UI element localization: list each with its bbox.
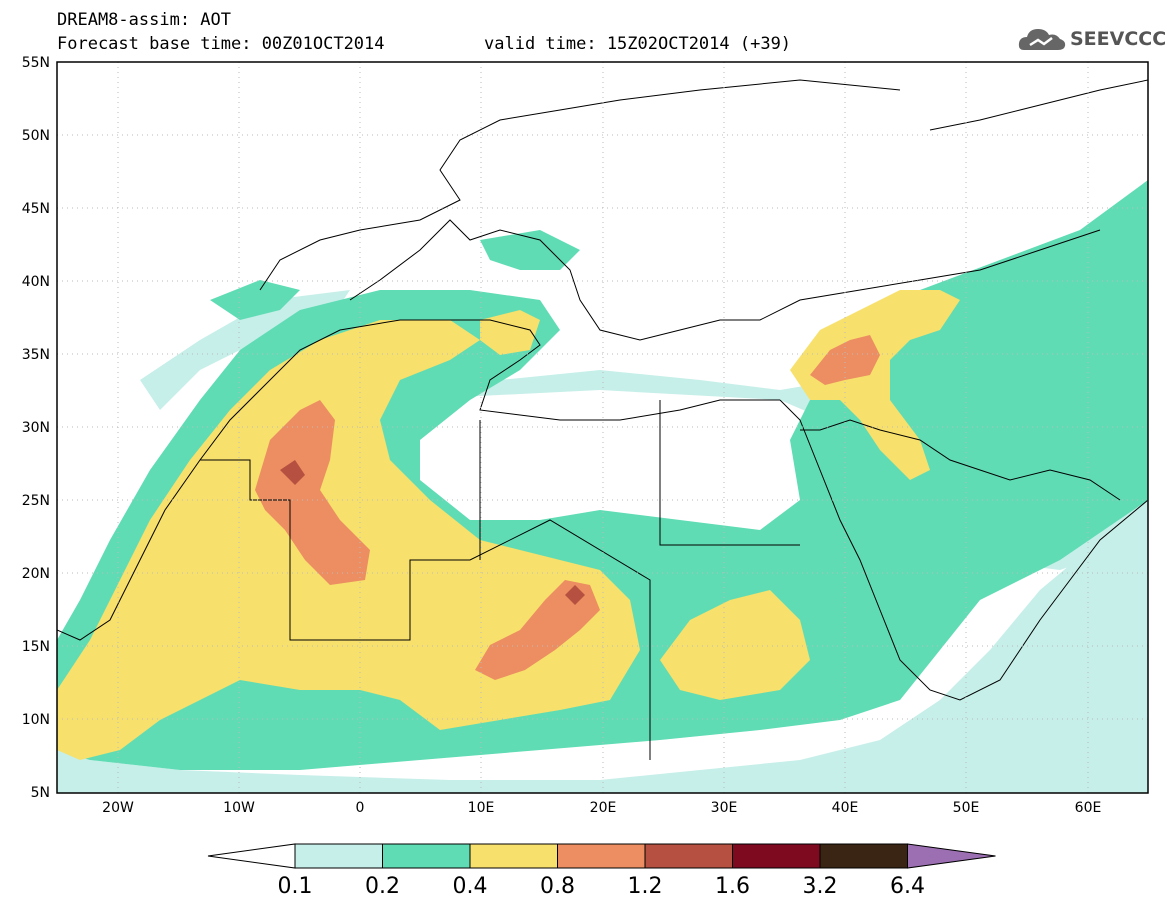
colorbar-box bbox=[469, 843, 558, 869]
colorbar-label: 1.6 bbox=[715, 874, 750, 899]
aot-band-0.8 bbox=[475, 580, 600, 680]
lat-tick: 35N bbox=[22, 347, 50, 363]
colorbar-box bbox=[819, 843, 908, 869]
colorbar-box bbox=[732, 843, 821, 869]
lon-tick: 30E bbox=[711, 800, 738, 816]
lon-tick: 20E bbox=[590, 800, 617, 816]
lat-tick: 55N bbox=[22, 55, 50, 71]
colorbar-label: 0.1 bbox=[278, 874, 313, 899]
aot-band-0.4 bbox=[790, 290, 960, 480]
aot-band-0.2 bbox=[480, 230, 580, 270]
lat-tick: 25N bbox=[22, 493, 50, 509]
aot-band-0.4 bbox=[660, 590, 810, 700]
map-frame bbox=[56, 61, 1149, 794]
lat-tick: 10N bbox=[22, 712, 50, 728]
colorbar-box bbox=[644, 843, 733, 869]
colorbar-label: 3.2 bbox=[803, 874, 838, 899]
aot-band-0.8 bbox=[255, 400, 370, 585]
lon-tick: 10W bbox=[223, 800, 255, 816]
colorbar-box bbox=[294, 843, 383, 869]
colorbar-label: 0.2 bbox=[365, 874, 400, 899]
aot-band-1.2 bbox=[280, 460, 305, 485]
colorbar-box bbox=[557, 843, 646, 869]
lat-tick: 5N bbox=[31, 785, 50, 801]
aot-band-1.2 bbox=[565, 585, 585, 605]
map-title: DREAM8-assim: AOT bbox=[57, 10, 231, 30]
gridlines bbox=[57, 62, 1148, 793]
aot-band-0.8 bbox=[810, 335, 880, 385]
lon-tick: 40E bbox=[832, 800, 859, 816]
aot-field bbox=[57, 180, 1148, 793]
lat-tick: 45N bbox=[22, 201, 50, 217]
cloud-icon bbox=[1018, 29, 1066, 50]
colorbar-label: 1.2 bbox=[628, 874, 663, 899]
lat-ticks: 55N 50N 45N 40N 35N 30N 25N 20N 15N 10N … bbox=[22, 55, 50, 801]
lat-tick: 40N bbox=[22, 274, 50, 290]
colorbar-box bbox=[382, 843, 471, 869]
lat-tick: 50N bbox=[22, 128, 50, 144]
seevccc-logo: SEEVCCC bbox=[1018, 24, 1165, 54]
valid-time: valid time: 15Z02OCT2014 (+39) bbox=[484, 34, 792, 54]
aot-band-0.1 bbox=[57, 500, 1148, 793]
lon-tick: 0 bbox=[356, 800, 365, 816]
colorbar-low-arrow bbox=[207, 843, 296, 869]
forecast-base-time: Forecast base time: 00Z01OCT2014 bbox=[57, 34, 385, 54]
lon-tick: 60E bbox=[1075, 800, 1102, 816]
lat-tick: 20N bbox=[22, 566, 50, 582]
lon-ticks: 20W 10W 0 10E 20E 30E 40E 50E 60E bbox=[102, 800, 1101, 816]
colorbar-label: 0.4 bbox=[453, 874, 488, 899]
coastlines bbox=[57, 79, 1148, 760]
lon-tick: 10E bbox=[468, 800, 495, 816]
lon-tick: 20W bbox=[102, 800, 134, 816]
logo-text: SEEVCCC bbox=[1070, 28, 1165, 50]
colorbar-label: 6.4 bbox=[890, 874, 925, 899]
colorbar-label: 0.8 bbox=[540, 874, 575, 899]
lat-tick: 15N bbox=[22, 639, 50, 655]
lat-tick: 30N bbox=[22, 420, 50, 436]
aot-band-0.2 bbox=[210, 280, 300, 320]
lon-tick: 50E bbox=[953, 800, 980, 816]
colorbar-high-arrow bbox=[907, 843, 996, 869]
